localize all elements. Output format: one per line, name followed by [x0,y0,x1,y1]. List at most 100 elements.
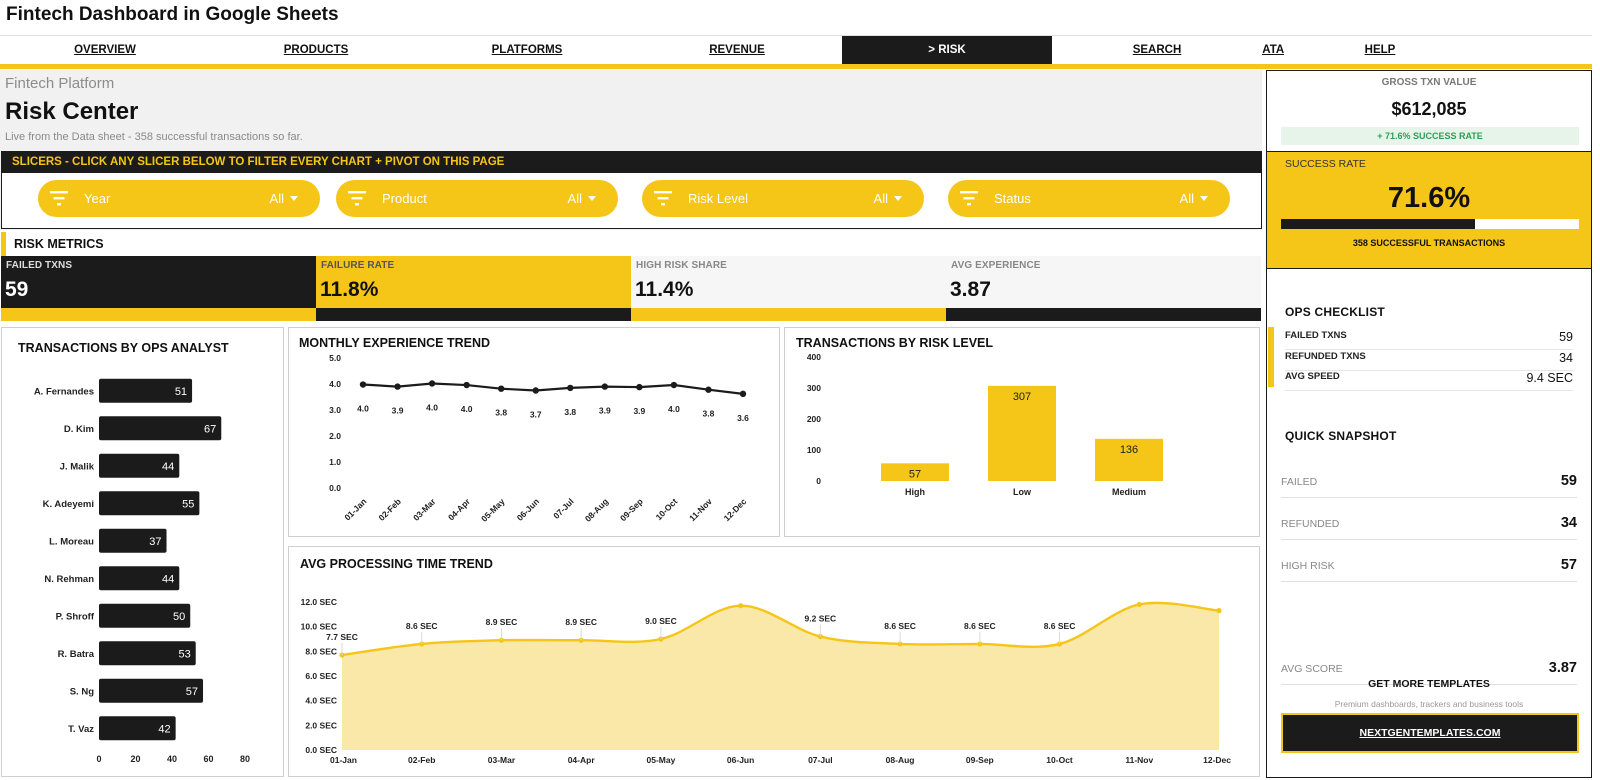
slicer-risk-level[interactable]: Risk Level All [642,180,924,217]
slicer-value: All [1179,191,1194,206]
kpi-value: 11.4% [635,278,694,301]
success-rate-label: SUCCESS RATE [1285,158,1366,170]
quick-snapshot-heading: QUICK SNAPSHOT [1285,429,1397,443]
summary-sidebar: GROSS TXN VALUE $612,085 + 71.6% SUCCESS… [1266,70,1592,778]
data-point [636,383,643,391]
data-point [567,384,574,392]
success-rate-note: 358 SUCCESSFUL TRANSACTIONS [1352,238,1506,248]
x-tick-label: 02-Feb [377,496,403,522]
bar-value-label: 50 [173,611,185,623]
x-tick-label: Medium [1112,487,1146,497]
live-note: Live from the Data sheet - 358 successfu… [5,131,303,143]
bar-value-label: 57 [909,468,921,480]
checklist-value: 9.4 SEC [1526,371,1573,385]
risk-metrics-heading: RISK METRICS [1,232,1261,256]
x-tick-label: 07-Jul [808,755,833,765]
slicer-product[interactable]: Product All [336,180,618,217]
x-tick-label: 11-Nov [687,496,714,523]
success-rate-card: SUCCESS RATE 71.6% 358 SUCCESSFUL TRANSA… [1267,151,1591,269]
checklist-row: REFUNDED TXNS 34 [1285,351,1573,371]
data-label: 3.9 [633,406,645,416]
caret-down-icon [1200,196,1208,201]
data-label: 4.0 [426,402,438,412]
data-label: 4.0 [461,404,473,414]
x-tick-label: 03-Mar [488,755,516,765]
gtv-label: GROSS TXN VALUE [1381,77,1477,88]
data-point [601,383,609,390]
avg-score-label: AVG SCORE [1281,663,1343,675]
kpi-high-risk-share: HIGH RISK SHARE 11.4% [631,256,946,321]
ops-checklist-heading: OPS CHECKLIST [1285,305,1385,319]
bar-value-label: 37 [149,536,161,548]
slicer-year[interactable]: Year All [38,180,320,217]
nav-tab-revenue[interactable]: REVENUE [709,44,765,56]
nav-tab-data[interactable]: DATA [1262,44,1284,56]
data-label: 3.7 [530,410,542,420]
y-tick-label: 4.0 SEC [305,696,337,706]
experience-line-chart: 0.0 1.0 2.0 3.0 4.0 5.0 4.0 01-Jan 3.9 02-Feb 4.0 0… [329,353,749,524]
document-title: Fintech Dashboard in Google Sheets [6,4,339,25]
data-point [1216,608,1222,614]
nav-tab-search[interactable]: SEARCH [1132,44,1182,56]
x-tick-label: 04-Apr [568,755,596,765]
snapshot-label: REFUNDED [1281,518,1340,530]
data-point [705,386,712,393]
x-tick-label: 60 [203,754,213,764]
slicer-label: Product [382,191,427,206]
kpi-value: 11.8% [320,278,379,301]
risk-level-bar-chart: 0 100 200 300 400 57 High 307 Low 136 Medium [807,352,1163,497]
kpi-bar [1,308,316,321]
nav-tab-help[interactable]: HELP [1364,44,1396,56]
checklist-label: AVG SPEED [1285,371,1340,382]
filter-icon [654,191,672,206]
slicer-value: All [567,191,582,206]
bar [1095,438,1163,481]
x-tick-label: 07-Jul [551,496,575,520]
bar [99,528,167,553]
slicer-panel: SLICERS - CLICK ANY SLICER BELOW TO FILT… [1,151,1262,229]
bar [99,603,191,628]
bar [99,716,176,741]
bar [99,678,204,703]
page-title: Risk Center [5,98,139,125]
nav-tab-overview[interactable]: OVERVIEW [74,44,136,56]
data-point [532,387,539,394]
nav-tab-risk[interactable]: > RISK [842,36,1052,66]
y-tick-label: 12.0 SEC [301,597,337,607]
kpi-value: 3.87 [950,278,991,301]
bar-value-label: 67 [204,423,216,435]
kpi-label: HIGH RISK SHARE [636,260,727,271]
snapshot-row: HIGH RISK 57 [1281,557,1577,582]
data-point [738,603,744,609]
processing-area-chart: 0.0 SEC 2.0 SEC 4.0 SEC 6.0 SEC 8.0 SEC 10.0 … [301,597,1232,765]
y-tick-label: 0.0 [329,483,341,493]
chart-title: MONTHLY EXPERIENCE TREND [299,336,491,350]
x-tick-label: 11-Nov [1125,755,1153,765]
x-tick-label: 80 [240,754,250,764]
data-label: 8.6 SEC [1044,621,1076,631]
bar-value-label: 136 [1120,444,1138,456]
slicer-label: Status [994,191,1031,206]
data-label: 3.9 [392,406,404,416]
data-point [359,381,367,388]
y-tick-label: 0 [816,476,821,486]
kpi-avg-experience: AVG EXPERIENCE 3.87 [946,256,1261,321]
bar-value-label: 57 [186,686,198,698]
nav-accent-bar [0,64,1592,69]
nav-tab-platforms[interactable]: PLATFORMS [491,44,563,56]
templates-link-button[interactable]: NEXTGENTEMPLATES.COM [1281,713,1579,753]
snapshot-label: HIGH RISK [1281,560,1335,572]
x-tick-label: 05-May [646,755,675,765]
gtv-value: $612,085 [1391,99,1467,119]
slicer-status[interactable]: Status All [948,180,1230,217]
y-tick-label: 3.0 [329,405,341,415]
bar-category-label: L. Moreau [49,536,94,547]
data-point [1056,641,1063,647]
bar [99,378,193,403]
bar [99,566,180,591]
nav-tab-products[interactable]: PRODUCTS [283,44,349,56]
y-tick-label: 10.0 SEC [301,622,337,632]
filter-icon [348,191,366,206]
y-tick-label: 5.0 [329,353,341,363]
data-point [428,380,436,387]
